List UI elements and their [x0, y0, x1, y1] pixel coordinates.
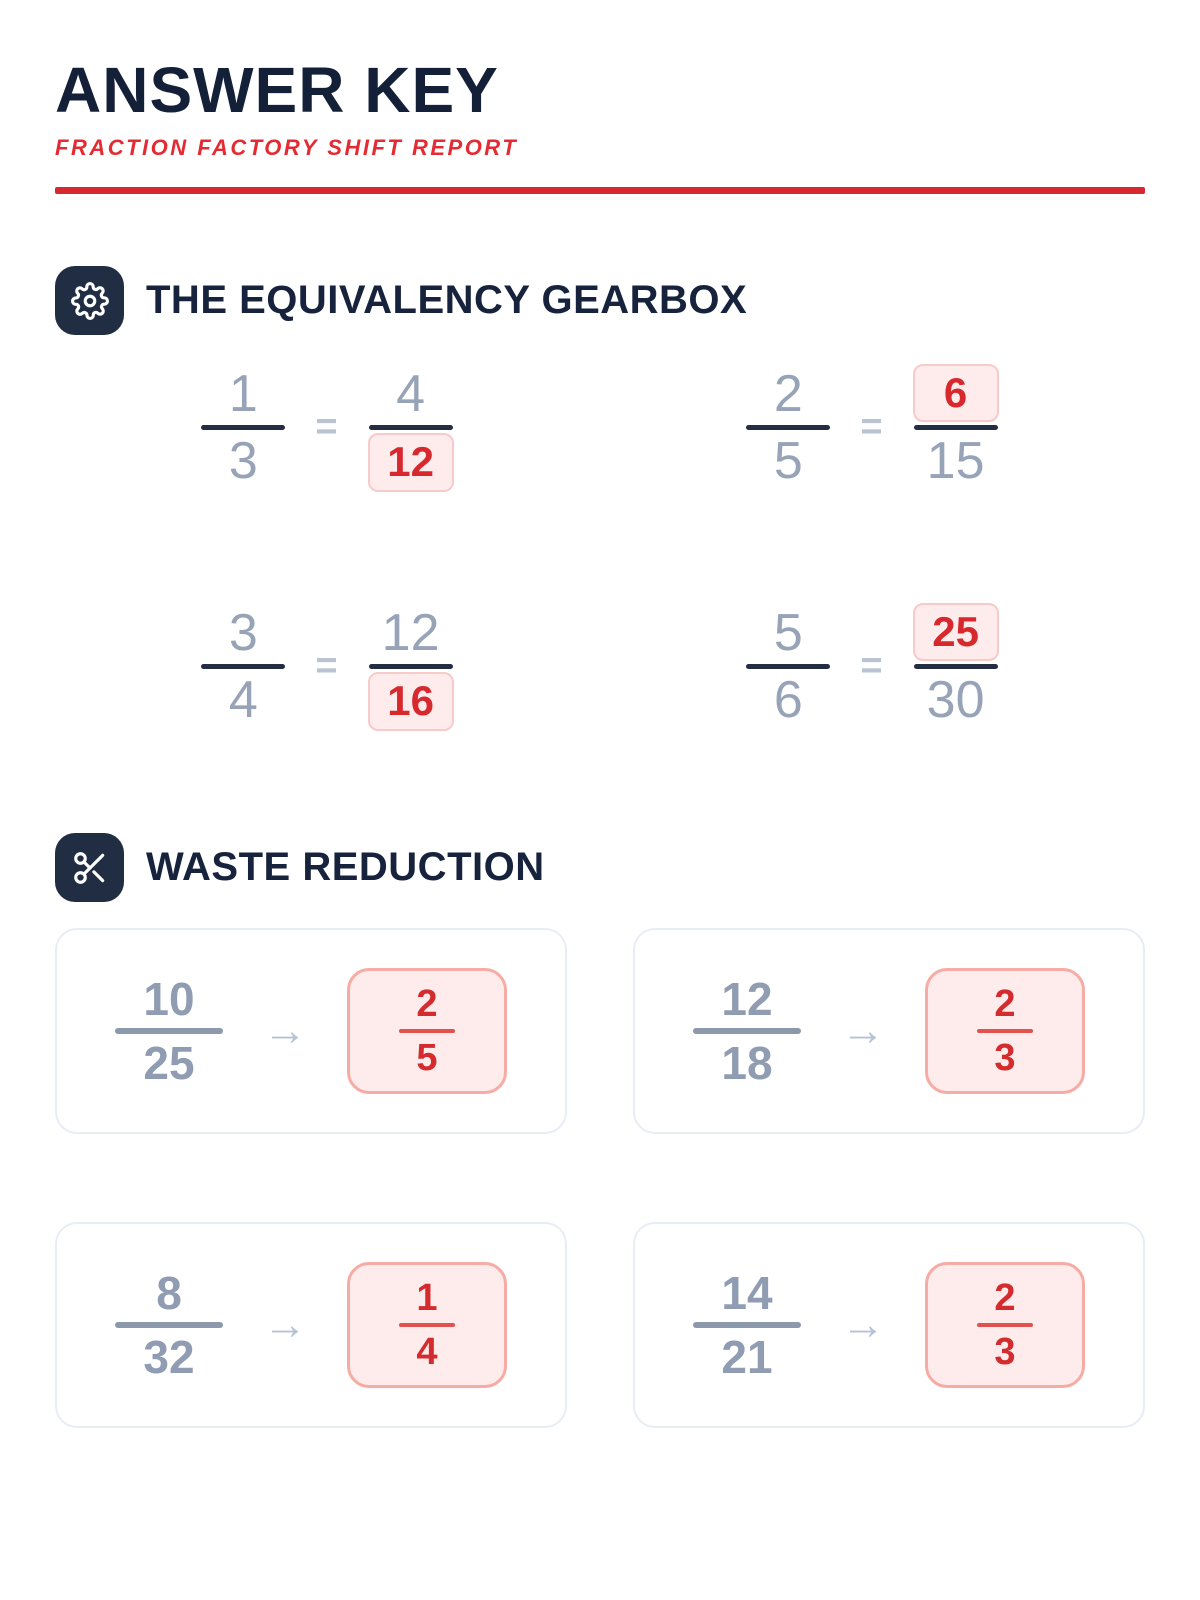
numerator: 2 [416, 983, 438, 1026]
fraction-bar [746, 425, 831, 431]
numerator: 14 [721, 1267, 773, 1320]
given-fraction: 8 32 [115, 1266, 223, 1384]
equivalency-problem-3: 3 4 = 12 16 [201, 600, 454, 733]
equals-sign: = [860, 406, 883, 449]
waste-card-4: 14 21 → 2 3 [633, 1222, 1145, 1429]
fraction-bar [913, 425, 998, 431]
denominator: 5 [416, 1037, 438, 1080]
fraction-bar [977, 1029, 1033, 1034]
answer-box: 12 [367, 433, 454, 492]
denominator: 30 [926, 671, 985, 730]
denominator: 3 [994, 1037, 1016, 1080]
denominator: 3 [994, 1331, 1016, 1374]
equivalency-section-title: THE EQUIVALENCY GEARBOX [146, 278, 748, 323]
numerator: 10 [143, 973, 195, 1026]
answer-box: 2 3 [925, 968, 1085, 1095]
denominator: 3 [228, 432, 258, 491]
equals-sign: = [860, 645, 883, 688]
equivalency-grid: 1 3 = 4 12 2 5 = 6 15 [55, 361, 1145, 733]
denominator: 5 [773, 432, 803, 491]
fraction-bar [977, 1323, 1033, 1328]
fraction-bar [115, 1322, 223, 1329]
denominator: 25 [143, 1037, 195, 1090]
result-fraction: 6 15 [912, 361, 999, 494]
numerator: 1 [228, 365, 258, 424]
fraction-bar [913, 664, 998, 670]
equals-sign: = [315, 645, 338, 688]
answer-box: 1 4 [347, 1262, 507, 1389]
numerator: 5 [773, 604, 803, 663]
denominator: 32 [143, 1331, 195, 1384]
fraction-bar [746, 664, 831, 670]
given-fraction: 14 21 [693, 1266, 801, 1384]
scissors-icon [55, 833, 124, 903]
equivalency-section-header: THE EQUIVALENCY GEARBOX [55, 266, 1145, 336]
denominator: 21 [721, 1331, 773, 1384]
denominator: 4 [416, 1331, 438, 1374]
arrow-icon: → [841, 1300, 885, 1350]
given-fraction: 10 25 [115, 972, 223, 1090]
page-subtitle: FRACTION FACTORY SHIFT REPORT [55, 135, 519, 161]
numerator: 8 [156, 1267, 182, 1320]
arrow-icon: → [263, 1006, 307, 1056]
fraction-bar [201, 425, 286, 431]
result-fraction: 25 30 [912, 600, 999, 733]
given-fraction: 12 18 [693, 972, 801, 1090]
fraction-bar [201, 664, 286, 670]
answer-box: 16 [367, 672, 454, 731]
equivalency-problem-4: 5 6 = 25 30 [746, 600, 999, 733]
given-fraction: 1 3 [201, 361, 286, 494]
numerator: 12 [721, 973, 773, 1026]
numerator: 1 [416, 1277, 438, 1320]
arrow-icon: → [263, 1300, 307, 1350]
fraction-bar [399, 1323, 455, 1328]
waste-card-2: 12 18 → 2 3 [633, 928, 1145, 1135]
numerator: 12 [381, 604, 440, 663]
fraction-bar [368, 664, 453, 670]
fraction-bar [693, 1322, 801, 1329]
equivalency-problem-1: 1 3 = 4 12 [201, 361, 454, 494]
answer-box: 2 3 [925, 1262, 1085, 1389]
fraction-bar [368, 425, 453, 431]
header-divider [55, 187, 1145, 195]
result-fraction: 4 12 [367, 361, 454, 494]
waste-cards-grid: 10 25 → 2 5 12 18 → 2 3 [55, 928, 1145, 1429]
arrow-icon: → [841, 1006, 885, 1056]
gear-icon [55, 266, 124, 336]
answer-box: 6 [912, 363, 999, 423]
waste-card-1: 10 25 → 2 5 [55, 928, 567, 1135]
fraction-bar [693, 1028, 801, 1035]
given-fraction: 5 6 [746, 600, 831, 733]
waste-card-3: 8 32 → 1 4 [55, 1222, 567, 1429]
denominator: 6 [773, 671, 803, 730]
given-fraction: 3 4 [201, 600, 286, 733]
denominator: 15 [926, 432, 985, 491]
equivalency-problem-2: 2 5 = 6 15 [746, 361, 999, 494]
waste-section-header: WASTE REDUCTION [55, 833, 1145, 903]
answer-box: 2 5 [347, 968, 507, 1095]
numerator: 2 [994, 983, 1016, 1026]
numerator: 4 [396, 365, 426, 424]
fraction-bar [115, 1028, 223, 1035]
numerator: 2 [773, 365, 803, 424]
equals-sign: = [315, 406, 338, 449]
page-title: ANSWER KEY [55, 54, 499, 126]
denominator: 18 [721, 1037, 773, 1090]
given-fraction: 2 5 [746, 361, 831, 494]
result-fraction: 12 16 [367, 600, 454, 733]
waste-section-title: WASTE REDUCTION [146, 845, 545, 890]
answer-box: 25 [912, 602, 999, 662]
fraction-bar [399, 1029, 455, 1034]
denominator: 4 [228, 671, 258, 730]
numerator: 2 [994, 1277, 1016, 1320]
numerator: 3 [228, 604, 258, 663]
